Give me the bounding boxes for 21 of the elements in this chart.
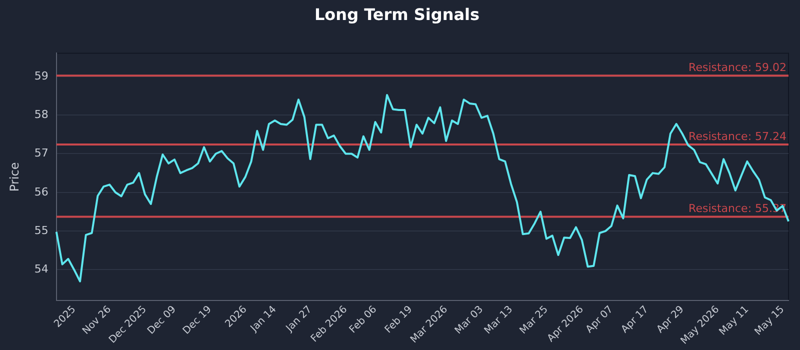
- x-tick-label: Dec 19: [181, 304, 214, 337]
- x-tick-label: Mar 13: [482, 304, 515, 336]
- y-tick-label: 55: [34, 224, 48, 237]
- x-tick-label: Jan 27: [284, 304, 314, 335]
- x-tick-label: Apr 29: [654, 304, 686, 336]
- chart-title: Long Term Signals: [314, 4, 480, 24]
- x-tick-label: Feb 06: [348, 304, 380, 336]
- x-tick-label: Feb 19: [383, 304, 415, 336]
- y-tick-label: 58: [34, 108, 48, 121]
- y-axis-title: Price: [7, 162, 22, 192]
- x-tick-label: Apr 17: [620, 304, 651, 336]
- ref-line-label: Resistance: 59.02: [688, 60, 787, 74]
- y-tick-label: 59: [34, 69, 48, 82]
- y-tick-label: 57: [34, 146, 48, 160]
- ref-line-label: Resistance: 57.24: [688, 130, 787, 143]
- x-tick-label: Apr 07: [584, 304, 616, 336]
- x-tick-label: Mar 03: [453, 304, 486, 336]
- y-tick-label: 54: [34, 262, 48, 276]
- x-tick-label: Dec 09: [146, 304, 178, 337]
- x-tick-label: Jan 14: [248, 304, 279, 335]
- y-tick-label: 56: [34, 185, 48, 198]
